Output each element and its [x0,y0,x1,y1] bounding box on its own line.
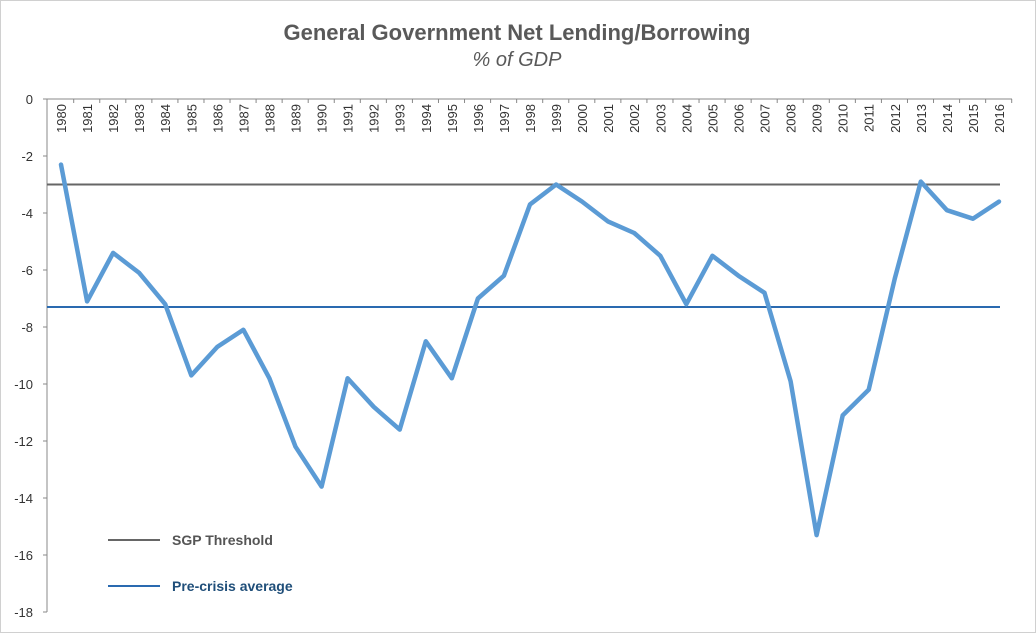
legend: SGP Threshold Pre-crisis average [108,532,293,594]
data-point [451,377,453,379]
legend-label-sgp-threshold: SGP Threshold [172,532,273,548]
x-tick-label: 1987 [236,104,251,133]
x-tick-label: 1996 [471,104,486,133]
x-tick-label: 2001 [601,104,616,133]
data-point [920,181,922,183]
data-point [373,406,375,408]
y-tick-label: -2 [21,149,33,164]
data-point [112,252,114,254]
data-point [268,377,270,379]
data-point [972,218,974,220]
data-point [529,203,531,205]
data-point [321,486,323,488]
x-tick-label: 1988 [262,104,277,133]
data-point [868,389,870,391]
y-tick-label: -4 [21,206,33,221]
chart-title: General Government Net Lending/Borrowing [283,20,751,45]
data-point [60,164,62,166]
x-tick-label: 1983 [132,104,147,133]
data-point [425,340,427,342]
x-tick-label: 1990 [315,104,330,133]
data-point [164,303,166,305]
x-tick-label: 2006 [731,104,746,133]
y-axis: 0 -2 -4 -6 -8 -10 -12 -14 -16 -18 [14,92,48,620]
series-group [58,162,1002,538]
data-point [347,377,349,379]
x-tick-label: 2012 [888,104,903,133]
data-point [764,292,765,294]
x-tick-label: 2007 [758,104,773,133]
data-point [842,414,844,416]
x-tick-label: 2011 [862,104,877,132]
data-point [190,374,192,376]
y-tick-label: 0 [26,92,33,107]
data-point [737,275,739,277]
x-tick-label: 2014 [940,104,955,133]
x-tick-label: 2010 [836,104,851,133]
y-tick-label: -12 [14,434,33,449]
x-tick-label: 2003 [653,104,668,133]
y-tick-label: -14 [14,491,33,506]
y-tick-label: -8 [21,320,33,335]
series-line [58,162,1002,538]
x-tick-label: 2015 [966,104,981,133]
data-point [790,380,792,382]
x-tick-label: 1999 [549,104,564,133]
chart-subtitle: % of GDP [472,49,562,71]
x-tick-label: 1980 [54,104,69,133]
x-tick-label: 2000 [575,104,590,133]
x-tick-label: 1984 [158,104,173,133]
x-tick-label: 2008 [784,104,799,133]
y-tick-label: -10 [14,377,33,392]
x-tick-label: 2005 [705,104,720,133]
data-point [607,221,609,223]
x-tick-label: 1994 [419,104,434,133]
data-point [503,275,505,277]
y-tick-label: -6 [21,263,33,278]
data-point [295,446,296,448]
data-point [633,232,635,234]
x-tick-label: 1998 [523,104,538,133]
data-point [946,209,948,211]
data-point [659,255,661,257]
data-point [555,184,557,185]
x-tick-label: 1997 [497,104,512,133]
x-tick-label: 1991 [341,104,356,133]
y-tick-label: -16 [14,548,33,563]
data-point [216,346,218,348]
x-tick-label: 1985 [184,104,199,133]
x-tick-label: 2016 [992,104,1007,133]
x-tick-label: 2009 [810,104,825,133]
data-point [477,298,479,299]
data-point [242,329,244,331]
x-tick-label: 2013 [914,104,929,133]
data-point [894,278,896,279]
x-tick-label: 1981 [80,104,95,133]
x-tick-label: 1989 [289,104,304,133]
data-point [998,201,1000,203]
x-tick-label: 1995 [445,104,460,133]
x-tick-label: 1993 [393,104,408,133]
x-tick-label: 1982 [106,104,121,133]
x-tick-label: 1992 [367,104,382,133]
x-tick-label: 1986 [210,104,225,133]
data-point [86,300,88,302]
legend-label-pre-crisis-average: Pre-crisis average [172,578,293,594]
reference-lines [47,183,1000,309]
data-point [685,303,687,305]
x-tick-label: 2002 [627,104,642,133]
data-point [581,201,583,203]
data-point [711,255,713,257]
y-tick-label: -18 [14,605,33,620]
data-point [399,429,401,431]
data-point [138,272,140,274]
data-point [816,534,818,536]
x-axis: 1980 1981 1982 1983 1984 1985 1986 1987 1988 1989… [47,98,1013,133]
x-tick-label: 2004 [679,104,694,133]
